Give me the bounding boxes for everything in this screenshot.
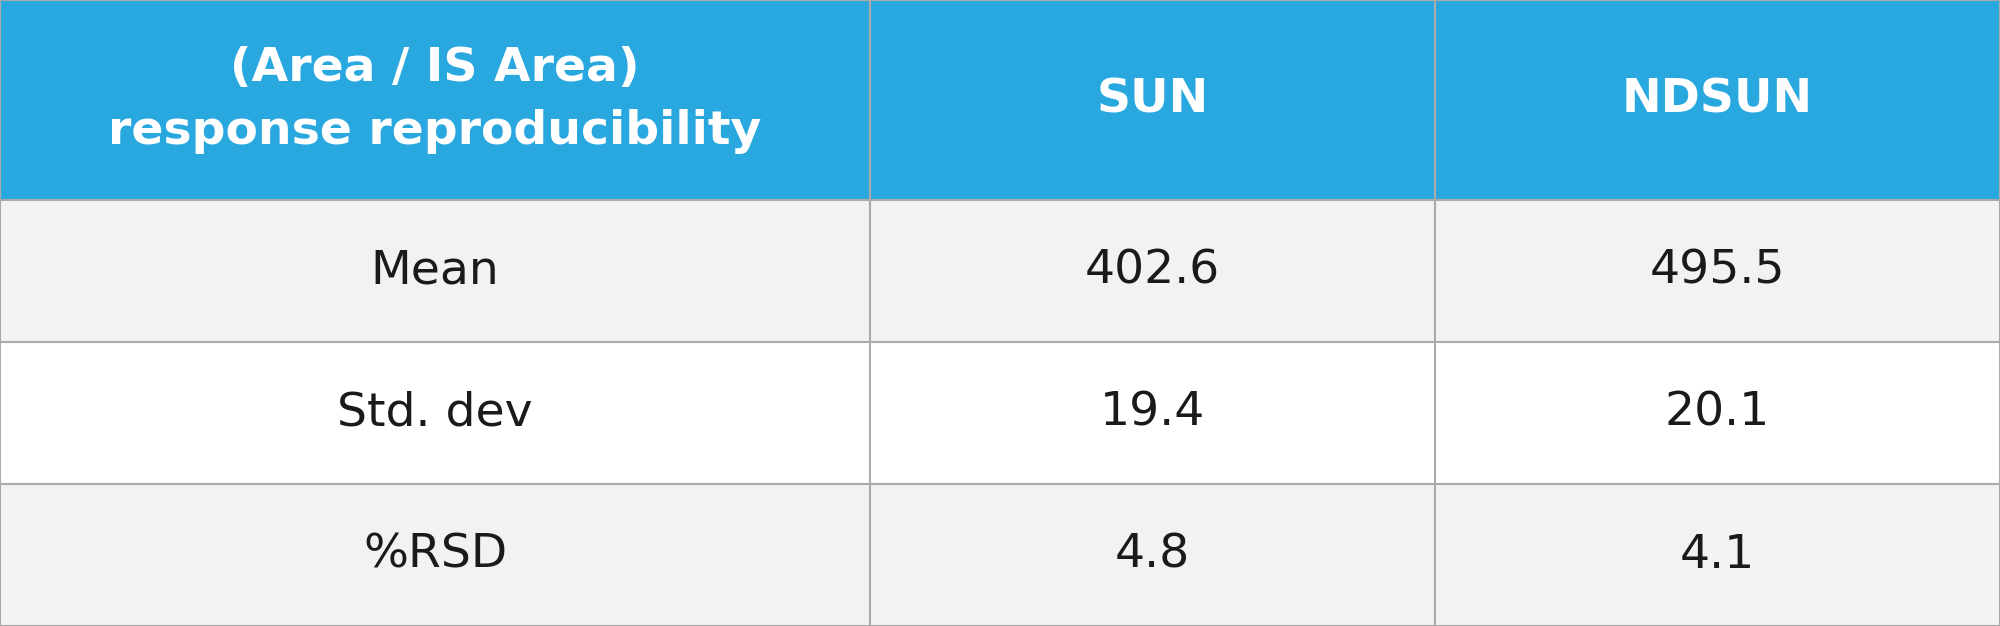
Text: 4.8: 4.8 xyxy=(1114,533,1190,578)
Text: 20.1: 20.1 xyxy=(1664,391,1770,436)
Bar xyxy=(0,484,870,626)
Text: SUN: SUN xyxy=(1096,78,1208,123)
Bar xyxy=(0,200,870,342)
Bar xyxy=(1436,484,2000,626)
Bar xyxy=(1436,200,2000,342)
Bar xyxy=(0,342,870,484)
Text: Std. dev: Std. dev xyxy=(338,391,532,436)
Bar xyxy=(0,0,870,200)
Text: %RSD: %RSD xyxy=(362,533,508,578)
Text: Mean: Mean xyxy=(370,249,500,294)
Bar xyxy=(870,342,1436,484)
Text: 4.1: 4.1 xyxy=(1680,533,1756,578)
Text: 402.6: 402.6 xyxy=(1084,249,1220,294)
Text: 19.4: 19.4 xyxy=(1100,391,1206,436)
Bar xyxy=(1436,342,2000,484)
Bar xyxy=(870,0,1436,200)
Bar xyxy=(1436,0,2000,200)
Bar xyxy=(870,484,1436,626)
Text: 495.5: 495.5 xyxy=(1650,249,1786,294)
Bar xyxy=(870,200,1436,342)
Text: (Area / IS Area)
response reproducibility: (Area / IS Area) response reproducibilit… xyxy=(108,46,762,154)
Text: NDSUN: NDSUN xyxy=(1622,78,1814,123)
